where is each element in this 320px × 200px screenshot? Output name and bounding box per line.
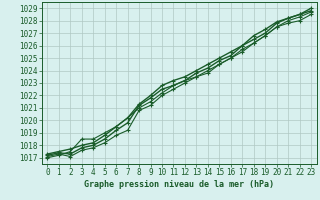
X-axis label: Graphe pression niveau de la mer (hPa): Graphe pression niveau de la mer (hPa) — [84, 180, 274, 189]
